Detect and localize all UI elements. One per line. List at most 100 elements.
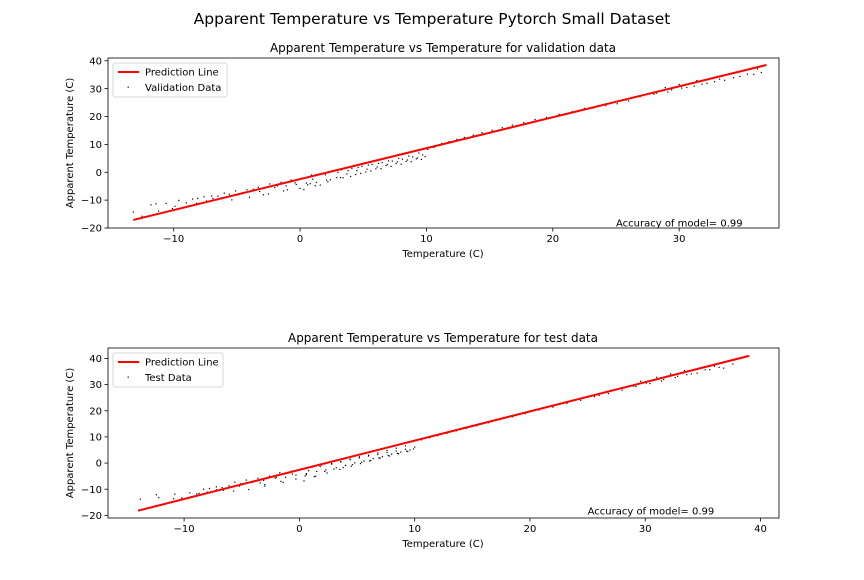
test-data-point bbox=[158, 497, 160, 499]
validation-y-tick-label: 10 bbox=[89, 140, 102, 151]
test-data-point bbox=[198, 492, 200, 495]
validation-data-point bbox=[223, 192, 225, 194]
validation-data-point bbox=[385, 164, 387, 167]
test-data-point bbox=[206, 491, 208, 493]
test-data-point bbox=[709, 369, 711, 371]
validation-subplot: Apparent Temperature vs Temperature for … bbox=[65, 41, 780, 260]
test-data-point bbox=[245, 479, 247, 481]
validation-data-point bbox=[686, 86, 688, 89]
validation-data-point bbox=[719, 78, 721, 80]
validation-data-point bbox=[367, 164, 369, 166]
validation-data-point bbox=[417, 157, 419, 159]
validation-data-point bbox=[395, 163, 397, 165]
validation-data-point bbox=[228, 193, 230, 195]
validation-data-point bbox=[511, 124, 513, 126]
test-data-point bbox=[304, 475, 306, 477]
validation-y-tick-label: −20 bbox=[81, 224, 102, 235]
test-data-point bbox=[396, 452, 398, 454]
test-data-point bbox=[391, 453, 393, 455]
validation-data-point bbox=[346, 173, 348, 175]
validation-data-point bbox=[307, 184, 309, 186]
test-data-point bbox=[215, 486, 217, 488]
test-data-point bbox=[381, 455, 383, 458]
test-data-point bbox=[264, 483, 266, 486]
validation-data-point bbox=[732, 77, 735, 79]
test-data-point bbox=[354, 462, 356, 464]
validation-y-tick-label: 20 bbox=[89, 112, 102, 123]
validation-data-point bbox=[605, 105, 607, 107]
test-data-point bbox=[173, 498, 175, 500]
test-data-point bbox=[386, 452, 388, 454]
validation-data-point bbox=[701, 83, 703, 85]
test-data-point bbox=[732, 363, 734, 365]
validation-data-point bbox=[197, 197, 199, 200]
test-data-point bbox=[339, 468, 341, 470]
test-data-point bbox=[409, 449, 411, 451]
validation-data-point bbox=[558, 113, 560, 115]
test-data-point bbox=[174, 493, 176, 495]
test-data-point bbox=[314, 475, 317, 477]
test-data-point bbox=[696, 372, 698, 374]
test-data-point bbox=[633, 385, 635, 387]
validation-data-point bbox=[753, 73, 755, 76]
validation-legend-point-swatch bbox=[127, 86, 129, 88]
test-data-point bbox=[704, 369, 706, 371]
test-data-point bbox=[645, 382, 648, 384]
validation-data-point bbox=[678, 83, 680, 86]
test-data-point bbox=[274, 477, 276, 479]
test-data-point bbox=[215, 489, 217, 491]
validation-data-point bbox=[376, 166, 378, 168]
validation-data-point bbox=[269, 183, 271, 185]
validation-data-point bbox=[534, 118, 536, 121]
validation-data-point bbox=[150, 204, 152, 206]
test-data-point bbox=[407, 450, 409, 453]
validation-data-point bbox=[545, 116, 548, 118]
test-data-point bbox=[350, 465, 352, 467]
validation-data-point bbox=[192, 198, 194, 200]
test-data-point bbox=[349, 458, 351, 460]
test-data-point bbox=[222, 489, 224, 491]
validation-data-point bbox=[351, 167, 353, 169]
test-legend-box bbox=[112, 352, 224, 388]
validation-legend: Prediction Line Validation Data bbox=[112, 62, 228, 98]
validation-data-point bbox=[355, 173, 357, 176]
test-data-point bbox=[414, 446, 416, 448]
test-data-point bbox=[208, 487, 211, 490]
test-data-point bbox=[203, 488, 205, 490]
test-data-point bbox=[406, 450, 408, 452]
test-data-point bbox=[305, 472, 307, 475]
validation-data-point bbox=[381, 161, 383, 164]
validation-data-point bbox=[756, 68, 759, 70]
validation-data-point bbox=[165, 202, 167, 205]
test-data-point bbox=[607, 392, 609, 395]
validation-data-point bbox=[212, 197, 214, 200]
validation-data-point bbox=[267, 193, 270, 195]
validation-data-point bbox=[309, 183, 311, 185]
validation-y-tick-label: 0 bbox=[96, 168, 102, 179]
test-data-point bbox=[378, 457, 380, 459]
validation-data-point bbox=[285, 185, 287, 187]
test-data-point bbox=[598, 394, 600, 396]
validation-data-point bbox=[583, 107, 585, 110]
test-data-point bbox=[308, 470, 310, 472]
validation-data-point bbox=[178, 199, 180, 202]
validation-data-point bbox=[303, 188, 305, 191]
validation-data-point bbox=[280, 181, 282, 183]
validation-data-point bbox=[398, 157, 400, 159]
test-data-point bbox=[367, 454, 370, 456]
validation-data-point bbox=[310, 174, 313, 176]
validation-data-point bbox=[433, 146, 435, 149]
test-data-point bbox=[552, 406, 554, 408]
validation-data-point bbox=[211, 195, 213, 197]
validation-data-point bbox=[257, 186, 259, 188]
test-data-point bbox=[234, 481, 236, 483]
test-data-point bbox=[377, 453, 379, 456]
validation-data-point bbox=[724, 79, 726, 81]
test-data-point bbox=[640, 380, 642, 382]
validation-data-point bbox=[365, 171, 367, 173]
test-data-point bbox=[155, 494, 158, 496]
validation-data-point bbox=[357, 166, 359, 169]
test-y-tick-label: 30 bbox=[89, 380, 102, 391]
validation-data-point bbox=[327, 181, 329, 183]
